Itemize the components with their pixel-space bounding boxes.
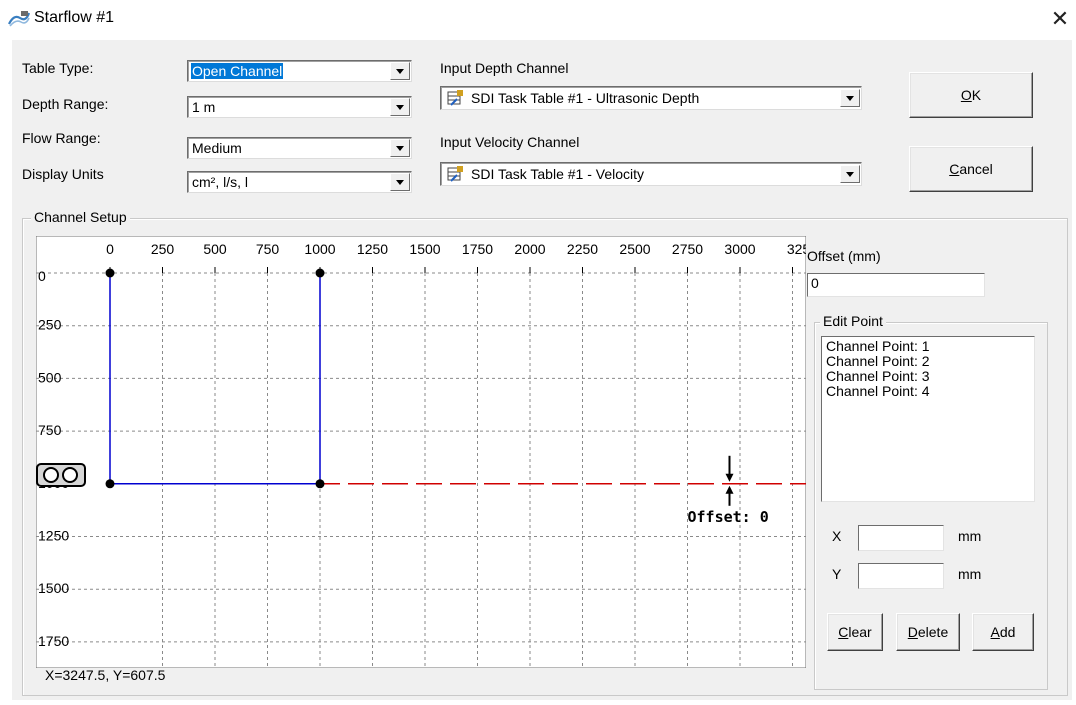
y-unit-label: mm <box>958 566 982 582</box>
depth-range-label: Depth Range: <box>22 96 109 112</box>
offset-arrow-down-head <box>725 473 734 482</box>
cursor-coordinates: X=3247.5, Y=607.5 <box>45 667 166 683</box>
offset-annotation: Offset: 0 <box>688 455 769 526</box>
velocity-channel-value: SDI Task Table #1 - Velocity <box>471 166 645 182</box>
x-tick-label: 0 <box>106 241 114 257</box>
channel-profile-line <box>109 273 321 485</box>
y-input[interactable] <box>858 563 944 589</box>
ok-button[interactable]: OK <box>909 72 1033 118</box>
y-tick-label: 750 <box>38 422 62 438</box>
depth-range-select[interactable]: 1 m <box>187 96 412 118</box>
velocity-channel-select[interactable]: SDI Task Table #1 - Velocity <box>440 162 862 186</box>
sensor-icon[interactable] <box>36 463 86 487</box>
chevron-down-icon[interactable] <box>840 165 860 183</box>
x-tick-label: 1250 <box>357 241 388 257</box>
x-tick-label: 2000 <box>514 241 545 257</box>
channel-point-marker[interactable] <box>315 479 325 489</box>
delete-button[interactable]: Delete <box>896 613 960 651</box>
y-label: Y <box>832 566 842 582</box>
add-button-label: Add <box>990 624 1016 640</box>
channel-point-item[interactable]: Channel Point: 3 <box>826 368 930 384</box>
offset-arrow-up-head <box>725 485 734 494</box>
chevron-down-icon[interactable] <box>390 139 410 157</box>
x-tick-label: 1750 <box>462 241 493 257</box>
close-icon[interactable]: ✕ <box>1050 6 1070 31</box>
x-input[interactable] <box>858 525 944 551</box>
input-depth-channel-label: Input Depth Channel <box>440 60 569 76</box>
offset-label: Offset (mm) <box>807 248 881 264</box>
chevron-down-icon[interactable] <box>840 89 860 107</box>
flow-range-value: Medium <box>192 140 242 156</box>
ok-button-label: OK <box>960 87 982 103</box>
display-units-label: Display Units <box>22 166 104 182</box>
channel-setup-title: Channel Setup <box>31 209 130 225</box>
chart-background <box>36 236 806 668</box>
flow-range-label: Flow Range: <box>22 130 101 146</box>
task-table-icon <box>447 166 463 182</box>
x-tick-label: 3000 <box>724 241 755 257</box>
x-tick-label: 2750 <box>672 241 703 257</box>
cancel-button-label: Cancel <box>949 161 993 177</box>
x-label: X <box>832 528 842 544</box>
channel-point-item[interactable]: Channel Point: 4 <box>826 383 930 399</box>
clear-button-label: Clear <box>838 624 872 640</box>
delete-button-label: Delete <box>907 624 949 640</box>
y-tick-label: 1250 <box>38 528 69 544</box>
channel-setup-group <box>22 218 1068 696</box>
y-tick-label: 0 <box>38 268 46 284</box>
chart-grid <box>36 272 806 668</box>
channel-point-item[interactable]: Channel Point: 1 <box>826 338 930 354</box>
x-tick-label: 750 <box>256 241 280 257</box>
edit-point-title: Edit Point <box>820 313 886 329</box>
offset-input[interactable]: 0 <box>807 273 985 297</box>
depth-channel-select[interactable]: SDI Task Table #1 - Ultrasonic Depth <box>440 86 862 110</box>
title-bar: Starflow #1 ✕ <box>0 0 1076 40</box>
channel-point-marker[interactable] <box>105 268 115 278</box>
x-tick-label: 500 <box>203 241 227 257</box>
cancel-button[interactable]: Cancel <box>909 146 1033 192</box>
y-tick-label: 250 <box>38 317 62 333</box>
x-tick-label: 1000 <box>304 241 335 257</box>
x-tick-label: 1500 <box>409 241 440 257</box>
x-tick-label: 2250 <box>567 241 598 257</box>
chevron-down-icon[interactable] <box>390 98 410 116</box>
channel-point-item[interactable]: Channel Point: 2 <box>826 353 930 369</box>
y-tick-label: 1750 <box>38 633 69 649</box>
clear-button[interactable]: Clear <box>827 613 883 651</box>
display-units-value: cm², l/s, l <box>192 174 248 190</box>
x-tick-label: 2500 <box>619 241 650 257</box>
channel-point-marker[interactable] <box>315 268 325 278</box>
input-velocity-channel-label: Input Velocity Channel <box>440 134 580 150</box>
y-tick-label: 1500 <box>38 580 69 596</box>
chevron-down-icon[interactable] <box>390 173 410 191</box>
table-type-select[interactable]: Open Channel <box>187 60 412 82</box>
task-table-icon <box>447 90 463 106</box>
channel-chart[interactable]: 0 250 500 750 1000 1250 1500 1750 2000 2250 2500 27… <box>36 236 806 668</box>
table-type-value: Open Channel <box>189 62 285 80</box>
chart-series <box>105 268 325 489</box>
x-unit-label: mm <box>958 528 982 544</box>
depth-channel-value: SDI Task Table #1 - Ultrasonic Depth <box>471 90 700 106</box>
display-units-select[interactable]: cm², l/s, l <box>187 171 412 193</box>
offset-annotation-text: Offset: 0 <box>688 508 769 526</box>
x-tick-label: 250 <box>151 241 175 257</box>
flow-range-select[interactable]: Medium <box>187 137 412 159</box>
x-tick-label: 325 <box>787 241 806 257</box>
depth-range-value: 1 m <box>192 99 216 115</box>
edit-point-group <box>814 322 1048 690</box>
chart-x-ticks: 0 250 500 750 1000 1250 1500 1750 2000 2250 2500 27… <box>106 241 806 273</box>
window-title: Starflow #1 <box>34 9 115 26</box>
channel-points-list[interactable]: Channel Point: 1 Channel Point: 2 Channel … <box>821 336 1035 502</box>
add-button[interactable]: Add <box>972 613 1034 651</box>
y-tick-label: 500 <box>38 369 62 385</box>
dialog-body: Table Type: Depth Range: Flow Range: Dis… <box>12 40 1072 700</box>
chevron-down-icon[interactable] <box>390 62 410 80</box>
table-type-label: Table Type: <box>22 60 94 76</box>
starflow-app-icon <box>8 11 30 27</box>
channel-point-marker[interactable] <box>105 479 115 489</box>
